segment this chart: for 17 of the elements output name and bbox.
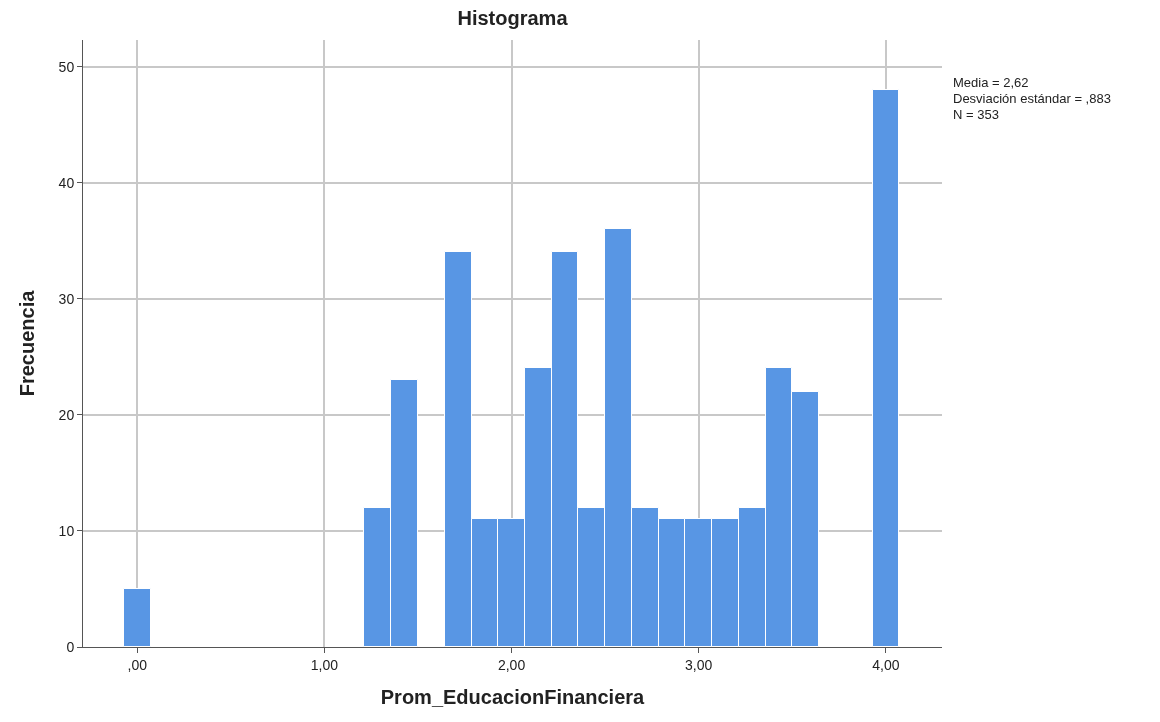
y-tick-label: 40 xyxy=(58,174,75,191)
y-axis-title: Frecuencia xyxy=(16,289,39,397)
y-tick-label: 30 xyxy=(58,290,75,307)
y-tick-label: 0 xyxy=(66,638,75,655)
x-tick-label: 2,00 xyxy=(497,656,526,673)
y-tick-label: 20 xyxy=(58,406,75,423)
x-tick-label: 3,00 xyxy=(685,656,713,673)
text: Media = 2,62 xyxy=(953,75,1029,90)
x-tick-label: ,00 xyxy=(127,656,148,673)
x-tick-label: 4,00 xyxy=(872,656,900,673)
x-tick-label: 1,00 xyxy=(310,656,339,673)
text: Desviación estándar = ,883 xyxy=(953,91,1111,106)
chart-title: Histograma xyxy=(457,6,569,29)
y-tick-label: 50 xyxy=(58,58,75,75)
text: N = 353 xyxy=(953,107,999,122)
y-tick-label: 10 xyxy=(58,522,75,539)
x-axis-title: Prom_EducacionFinanciera xyxy=(380,686,646,709)
